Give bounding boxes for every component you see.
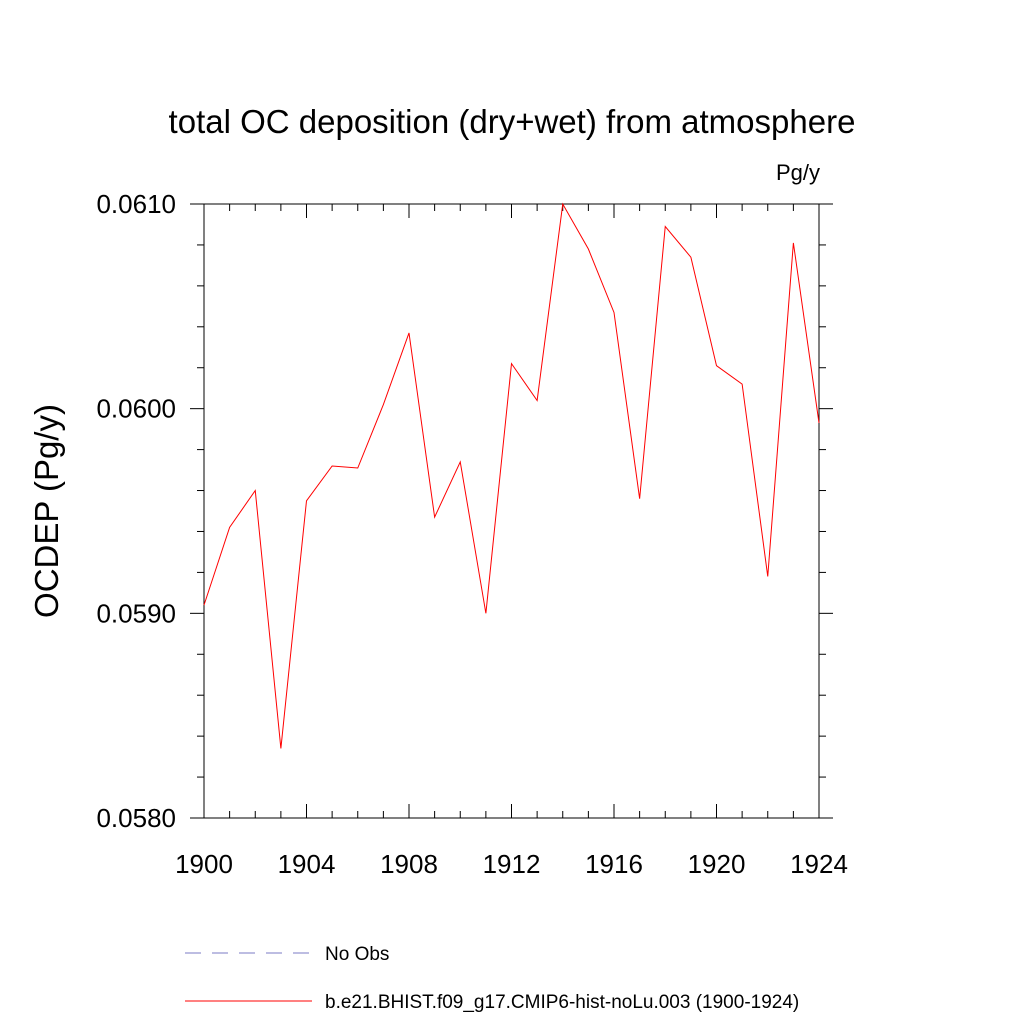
- plot-frame: [203, 203, 820, 819]
- legend-label-1: b.e21.BHIST.f09_g17.CMIP6-hist-noLu.003 …: [325, 992, 799, 1013]
- y-axis-label: OCDEP (Pg/y): [28, 404, 65, 618]
- x-tick-label: 1920: [688, 849, 746, 879]
- tick-labels: 1900 1904 1908 1912 1916 1920 1924 0.0580 0.0590…: [96, 189, 847, 879]
- y-tick-label: 0.0590: [96, 598, 176, 628]
- legend: No Obs b.e21.BHIST.f09_g17.CMIP6-hist-noL…: [185, 944, 799, 1013]
- units-label: Pg/y: [776, 160, 820, 185]
- legend-label-0: No Obs: [325, 944, 389, 965]
- axis-ticks: [190, 203, 833, 819]
- y-tick-label: 0.0610: [96, 189, 176, 219]
- x-tick-label: 1924: [790, 849, 848, 879]
- x-tick-label: 1908: [380, 849, 438, 879]
- x-tick-label: 1900: [175, 849, 233, 879]
- chart-title: total OC deposition (dry+wet) from atmos…: [169, 103, 856, 140]
- y-tick-label: 0.0580: [96, 803, 176, 833]
- series-line-0: [203, 202, 820, 749]
- series-lines: [203, 202, 820, 749]
- x-tick-label: 1916: [585, 849, 643, 879]
- x-tick-label: 1912: [483, 849, 541, 879]
- y-tick-label: 0.0600: [96, 394, 176, 424]
- x-tick-label: 1904: [278, 849, 336, 879]
